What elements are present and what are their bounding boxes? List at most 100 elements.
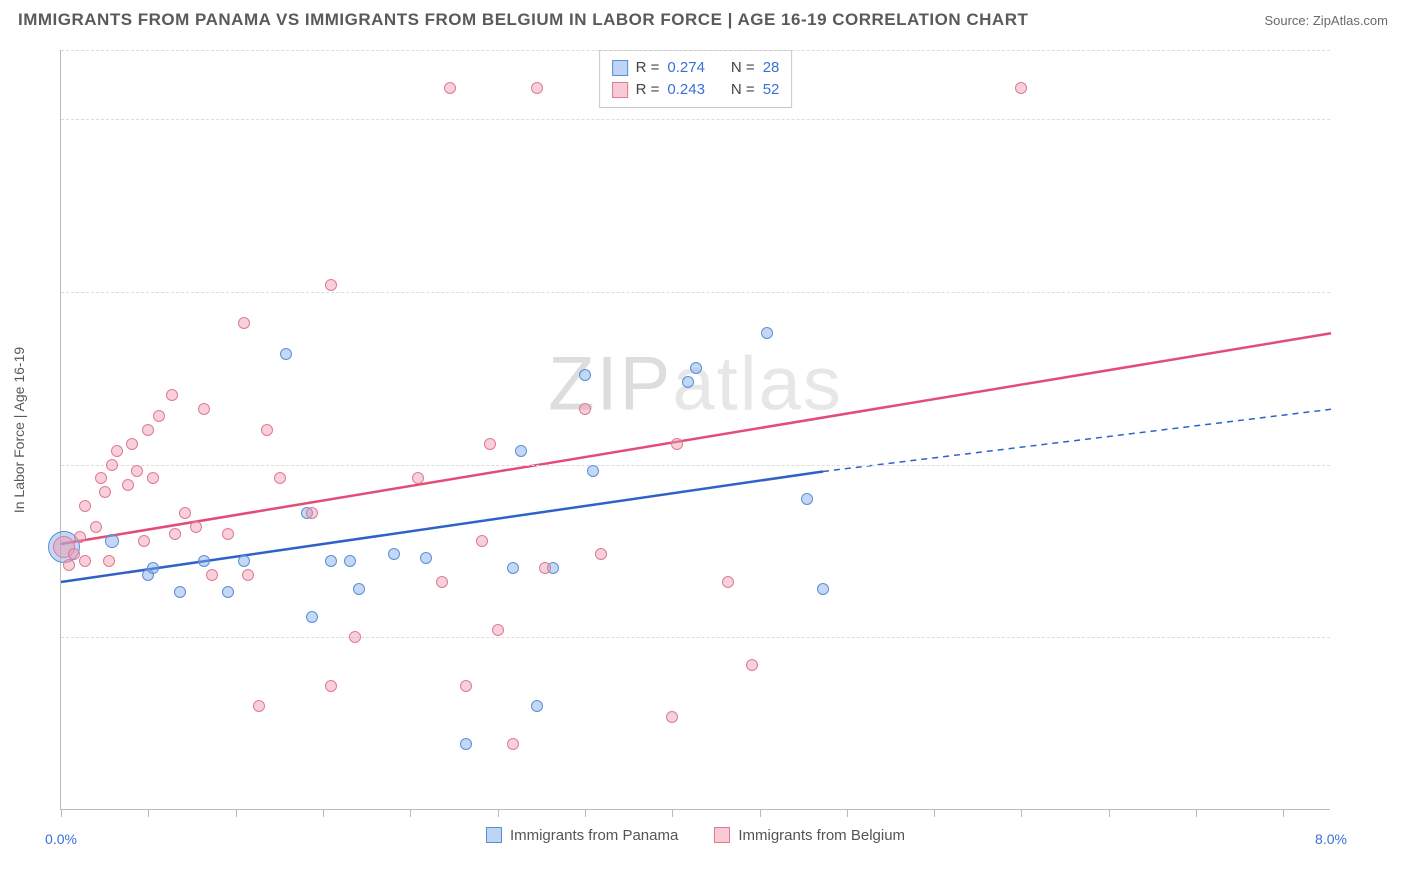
y-axis-title: In Labor Force | Age 16-19 — [11, 346, 27, 512]
bottom-legend-item: Immigrants from Panama — [486, 827, 678, 844]
scatter-point — [253, 700, 265, 712]
legend-r-label: R = — [636, 57, 660, 79]
scatter-point — [801, 493, 813, 505]
x-tick — [410, 809, 411, 817]
x-tick — [1196, 809, 1197, 817]
x-tick — [672, 809, 673, 817]
scatter-point — [492, 624, 504, 636]
scatter-point — [531, 700, 543, 712]
scatter-point — [306, 507, 318, 519]
gridline-horizontal — [61, 119, 1330, 120]
trend-lines-svg — [61, 50, 1330, 809]
legend-stats-row: R =0.243N =52 — [612, 79, 780, 101]
scatter-point — [412, 472, 424, 484]
legend-swatch — [714, 827, 730, 843]
scatter-point — [90, 521, 102, 533]
scatter-point — [242, 569, 254, 581]
scatter-point — [222, 586, 234, 598]
legend-stats-box: R =0.274N =28R =0.243N =52 — [599, 50, 793, 108]
scatter-point — [95, 472, 107, 484]
x-tick — [61, 809, 62, 817]
scatter-point — [68, 548, 80, 560]
scatter-point — [280, 348, 292, 360]
scatter-point — [722, 576, 734, 588]
scatter-point — [761, 327, 773, 339]
scatter-point — [74, 531, 86, 543]
scatter-point — [63, 559, 75, 571]
scatter-point — [238, 317, 250, 329]
legend-swatch — [612, 82, 628, 98]
scatter-point — [666, 711, 678, 723]
source-attribution: Source: ZipAtlas.com — [1264, 13, 1388, 28]
scatter-point — [436, 576, 448, 588]
scatter-point — [325, 279, 337, 291]
scatter-point — [507, 562, 519, 574]
bottom-legend-label: Immigrants from Belgium — [738, 827, 905, 844]
x-tick — [934, 809, 935, 817]
scatter-point — [587, 465, 599, 477]
scatter-point — [222, 528, 234, 540]
scatter-point — [484, 438, 496, 450]
scatter-point — [444, 82, 456, 94]
source-name: ZipAtlas.com — [1313, 13, 1388, 28]
x-tick — [323, 809, 324, 817]
scatter-point — [206, 569, 218, 581]
scatter-point — [515, 445, 527, 457]
scatter-point — [420, 552, 432, 564]
scatter-point — [153, 410, 165, 422]
scatter-point — [179, 507, 191, 519]
scatter-point — [122, 479, 134, 491]
x-tick-label: 8.0% — [1315, 831, 1347, 847]
gridline-horizontal — [61, 292, 1330, 293]
scatter-point — [106, 459, 118, 471]
scatter-point — [190, 521, 202, 533]
bottom-legend: Immigrants from Panama Immigrants from Be… — [61, 827, 1330, 848]
bottom-legend-item: Immigrants from Belgium — [714, 827, 905, 844]
scatter-point — [388, 548, 400, 560]
scatter-point — [306, 611, 318, 623]
scatter-point — [507, 738, 519, 750]
scatter-point — [460, 738, 472, 750]
gridline-horizontal — [61, 637, 1330, 638]
scatter-point — [682, 376, 694, 388]
scatter-point — [579, 369, 591, 381]
scatter-point — [690, 362, 702, 374]
legend-stats-row: R =0.274N =28 — [612, 57, 780, 79]
scatter-point — [531, 82, 543, 94]
scatter-point — [99, 486, 111, 498]
x-tick — [148, 809, 149, 817]
chart-title: IMMIGRANTS FROM PANAMA VS IMMIGRANTS FRO… — [18, 10, 1028, 30]
scatter-point — [103, 555, 115, 567]
plot-area: In Labor Force | Age 16-19 ZIPatlas R =0… — [60, 50, 1330, 810]
legend-r-value: 0.274 — [667, 57, 705, 79]
x-tick — [1109, 809, 1110, 817]
scatter-point — [111, 445, 123, 457]
scatter-point — [325, 680, 337, 692]
x-tick — [847, 809, 848, 817]
trend-line-dashed — [823, 409, 1331, 471]
scatter-point — [166, 389, 178, 401]
x-tick — [236, 809, 237, 817]
scatter-point — [539, 562, 551, 574]
x-tick — [760, 809, 761, 817]
legend-n-value: 28 — [763, 57, 780, 79]
x-tick-label: 0.0% — [45, 831, 77, 847]
scatter-point — [460, 680, 472, 692]
scatter-point — [142, 424, 154, 436]
scatter-point — [349, 631, 361, 643]
scatter-point — [595, 548, 607, 560]
legend-swatch — [612, 60, 628, 76]
scatter-point — [174, 586, 186, 598]
scatter-point — [147, 472, 159, 484]
scatter-point — [147, 562, 159, 574]
scatter-point — [198, 555, 210, 567]
scatter-point — [274, 472, 286, 484]
chart-container: In Labor Force | Age 16-19 ZIPatlas R =0… — [60, 50, 1390, 830]
source-label: Source: — [1264, 13, 1312, 28]
scatter-point — [353, 583, 365, 595]
scatter-point — [169, 528, 181, 540]
scatter-point — [671, 438, 683, 450]
scatter-point — [105, 534, 119, 548]
gridline-horizontal — [61, 50, 1330, 51]
scatter-point — [344, 555, 356, 567]
